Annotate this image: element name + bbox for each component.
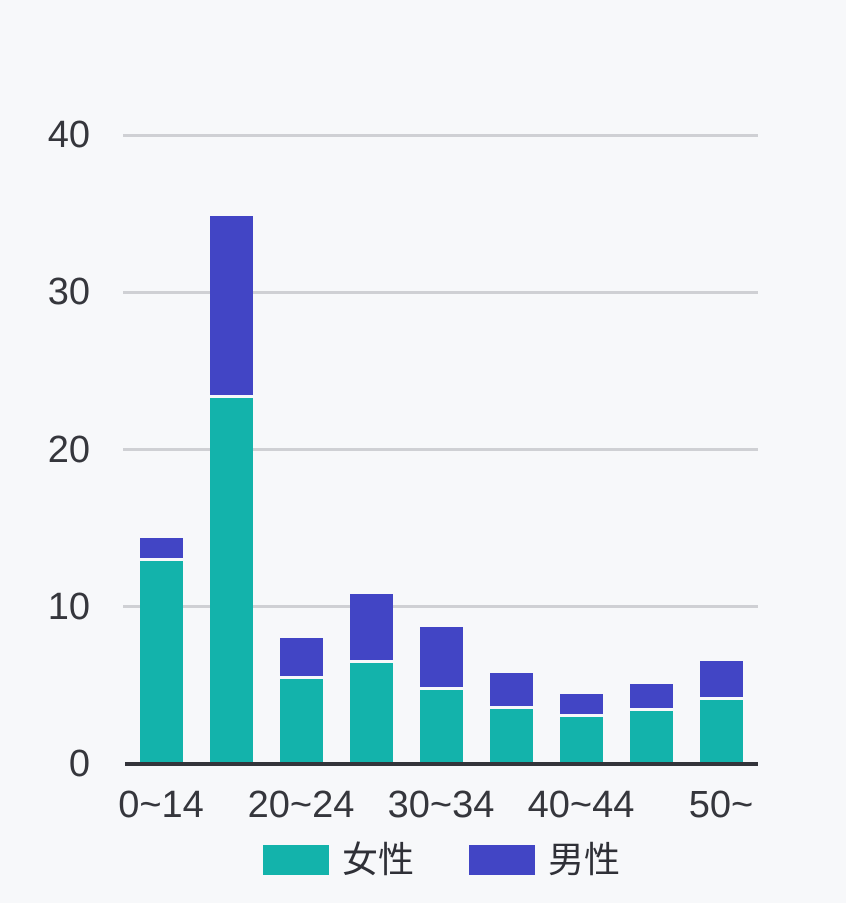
bar-segment-female[interactable] [279,679,323,764]
bar-segment-male[interactable] [559,694,603,714]
bar-segment-female[interactable] [559,717,603,764]
bar-segment-male[interactable] [419,627,463,687]
bar-segment-male[interactable] [699,661,743,697]
x-tick-label-6: 40~44 [527,784,635,826]
bar-segment-male[interactable] [489,673,533,706]
legend: 女性 男性 [125,839,758,880]
female-series-label: 女性 [341,839,414,880]
x-tick-label-2: 20~24 [247,784,355,826]
male-series-swatch [469,845,535,875]
bar-segment-female[interactable] [349,663,393,764]
x-tick-label-0: 0~14 [118,784,204,826]
gridline-y-10 [123,605,758,609]
bar-segment-female[interactable] [139,561,183,764]
female-series-swatch [262,845,329,875]
y-tick-label-0: 0 [68,743,90,785]
bar-segment-female[interactable] [489,709,533,764]
bar-segment-female[interactable] [629,711,673,764]
bar-segment-male[interactable] [629,684,673,708]
x-tick-label-4: 30~34 [387,784,495,826]
x-axis-line [125,762,758,766]
bar-segment-male[interactable] [209,216,253,395]
gridline-y-30 [123,290,758,294]
x-tick-label-8: 50~ [688,784,754,826]
bar-segment-female[interactable] [419,690,463,764]
bar-segment-male[interactable] [279,638,323,676]
bar-segment-female[interactable] [209,398,253,764]
legend-item-female[interactable]: 女性 [262,839,414,880]
legend-item-male[interactable]: 男性 [469,839,621,880]
gridline-y-20 [123,448,758,451]
y-tick-label-20: 20 [47,428,90,471]
gridline-y-40 [123,133,758,137]
y-tick-label-30: 30 [47,271,90,314]
male-series-label: 男性 [548,839,621,880]
y-tick-label-40: 40 [47,114,90,156]
y-tick-label-10: 10 [47,585,90,628]
bar-segment-male[interactable] [139,538,183,558]
bar-segment-female[interactable] [699,700,743,764]
bar-segment-male[interactable] [349,594,393,660]
